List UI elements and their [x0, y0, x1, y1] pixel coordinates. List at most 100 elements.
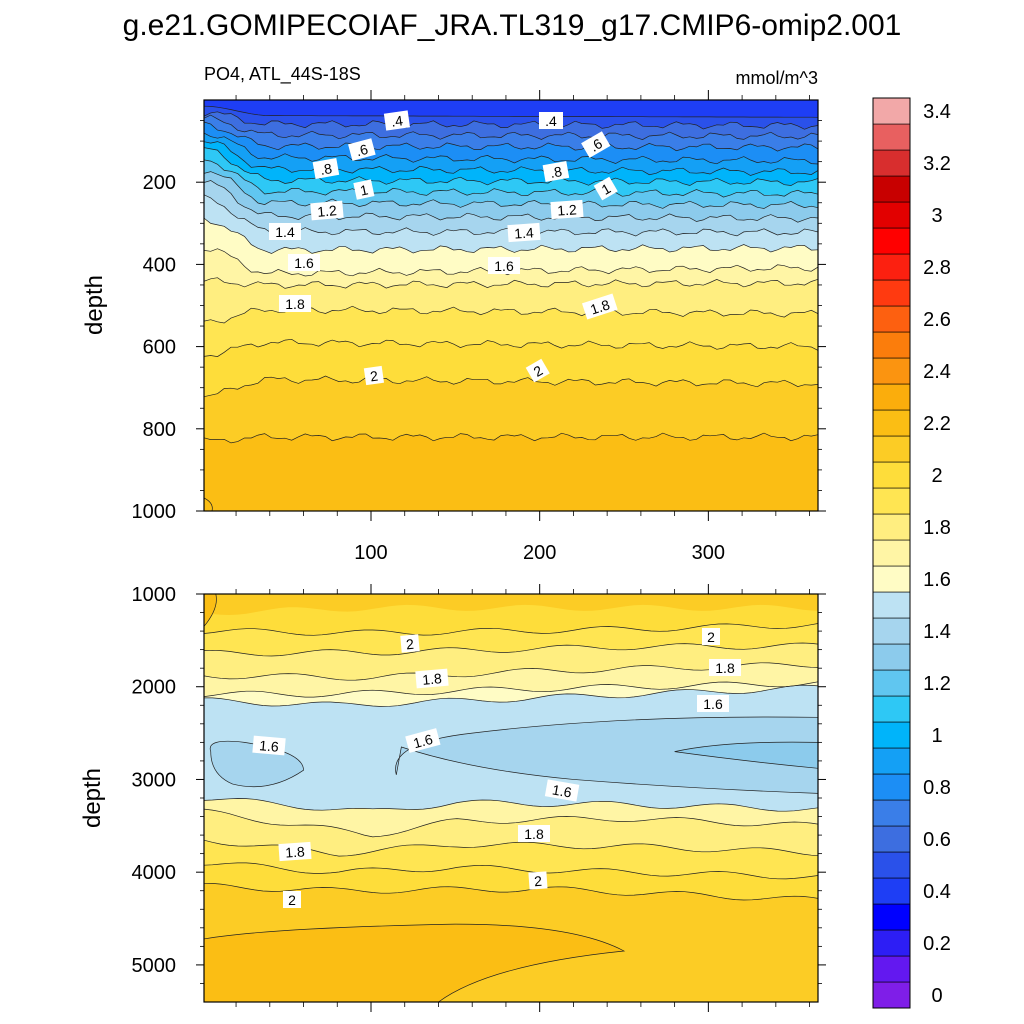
lower-contour-label-text: 1.8 — [422, 670, 443, 688]
colorbar-label: 1 — [931, 725, 942, 747]
colorbar-label: 0.6 — [923, 829, 951, 851]
upper-band — [204, 100, 818, 118]
lower-contour-label-box — [697, 695, 729, 712]
upper-contour-label-box — [542, 161, 570, 182]
upper-contour-label: 1 — [353, 179, 375, 200]
lower-contour-label-box — [400, 634, 420, 653]
colorbar-frame — [872, 97, 911, 1009]
colorbar-box — [872, 461, 911, 489]
upper-contour-label-box — [310, 200, 344, 221]
upper-contour-label: 1.4 — [269, 223, 301, 240]
upper-contour-label: 1.8 — [582, 293, 618, 320]
upper-x-tick-label: 300 — [692, 542, 725, 564]
colorbar-box — [872, 279, 911, 307]
colorbar-box — [872, 747, 911, 775]
upper-contour-label: .6 — [581, 131, 611, 158]
lower-contour-line — [204, 808, 818, 838]
lower-contour-label-text: 1.6 — [412, 731, 435, 752]
colorbar-box — [872, 201, 911, 229]
upper-contour-line — [204, 132, 818, 165]
colorbar-box — [872, 799, 911, 827]
upper-contour-label: 1.2 — [550, 199, 584, 220]
colorbar-label: 0.8 — [923, 777, 951, 799]
lower-contour-label-text: 2 — [405, 636, 414, 653]
colorbar-box — [872, 97, 911, 125]
upper-contour-lines — [204, 105, 818, 511]
colorbar-box — [872, 565, 911, 593]
lower-contour-label: 1.8 — [415, 668, 449, 689]
lower-contour-line — [204, 684, 818, 707]
colorbar-box — [872, 773, 911, 801]
lower-core-patch — [395, 716, 818, 794]
upper-contour-label: 2 — [525, 358, 550, 383]
colorbar-box — [872, 253, 911, 281]
colorbar-box — [872, 383, 911, 411]
upper-contour-labels: .4 .4 .6 .6 .8 .8 1 1 1.2 1.2 1.4 1.4 1.6 1.6 1.8 1.8 2 2 — [269, 110, 618, 386]
upper-y-tick-label: 600 — [143, 337, 176, 359]
upper-contour-label-text: 1.6 — [294, 255, 314, 271]
lower-contour-label: 1.6 — [697, 695, 729, 712]
upper-contour-label-text: .6 — [354, 141, 370, 160]
upper-contour-label-text: 1.6 — [494, 258, 514, 274]
upper-contour-label-box — [363, 365, 385, 386]
upper-y-tick-label: 800 — [143, 419, 176, 441]
lower-contour-label-box — [709, 659, 741, 676]
upper-contour-label-text: .8 — [319, 160, 333, 178]
colorbar-box — [872, 591, 911, 619]
colorbar-box — [872, 669, 911, 697]
lower-contour-label: 1.8 — [709, 659, 741, 676]
upper-contour-label-text: .8 — [549, 163, 563, 181]
lower-contour-label-text: 1.6 — [551, 781, 573, 800]
colorbar-label: 2.8 — [923, 257, 951, 279]
colorbar-label: 3.4 — [923, 101, 951, 123]
upper-y-tick-label: 200 — [143, 172, 176, 194]
colorbar-label: 0 — [931, 985, 942, 1007]
lower-contour-label-text: 1.8 — [524, 826, 544, 842]
lower-contour-label-text: 1.6 — [703, 696, 723, 712]
colorbar-box — [872, 331, 911, 359]
upper-contour-label: 1.6 — [488, 257, 520, 274]
upper-contour-line — [204, 105, 818, 118]
lower-y-tick-label: 4000 — [132, 862, 177, 884]
upper-contour-label-text: 1.4 — [514, 224, 535, 241]
colorbar-box — [872, 357, 911, 385]
upper-contour-label-box — [507, 222, 541, 243]
upper-contour-label-text: 1.8 — [285, 296, 305, 312]
upper-contour-label-text: 1.2 — [317, 202, 338, 220]
lower-contour-label: 2 — [528, 871, 548, 890]
lower-core-patch — [674, 741, 818, 769]
colorbar-box — [872, 695, 911, 723]
upper-contour-line — [204, 111, 818, 130]
upper-axis-ticks: 200 400 600 800 1000 100 200 300 — [132, 90, 826, 564]
figure-title: g.e21.GOMIPECOIAF_JRA.TL319_g17.CMIP6-om… — [123, 9, 902, 42]
colorbar-label: 0.4 — [923, 881, 951, 903]
lower-contour-label-box — [278, 841, 312, 862]
upper-contour-line — [204, 171, 818, 209]
colorbar-label: 1.4 — [923, 621, 951, 643]
upper-y-tick-label: 1000 — [132, 501, 177, 523]
upper-contour-label: 2 — [363, 365, 385, 386]
colorbar-box — [872, 123, 911, 151]
upper-contour-label-text: 2 — [369, 368, 379, 385]
upper-left-string: PO4, ATL_44S-18S — [204, 64, 361, 85]
lower-y-tick-label: 2000 — [132, 677, 177, 699]
colorbar: 0 0.2 0.4 0.6 0.8 1 1.2 1.4 1.6 1.8 2 2.2 2.4 2.6 2.8 3… — [872, 97, 951, 1009]
lower-contour-lines — [204, 594, 818, 1002]
lower-contour-label-text: 2 — [288, 892, 296, 908]
lower-contour-label: 2 — [283, 891, 301, 908]
colorbar-box — [872, 981, 911, 1009]
colorbar-box — [872, 617, 911, 645]
lower-contour-label-box — [528, 871, 548, 890]
lower-deep-patch — [204, 923, 626, 1002]
upper-contour-label: .4 — [539, 112, 563, 129]
colorbar-box — [872, 903, 911, 931]
colorbar-box — [872, 175, 911, 203]
upper-contour-label: 1.4 — [507, 222, 541, 243]
upper-contour-label-box — [348, 138, 376, 161]
colorbar-label: 3 — [931, 205, 942, 227]
lower-contour-label-text: 2 — [707, 629, 715, 645]
lower-contour-label-text: 1.8 — [285, 843, 306, 860]
upper-contour-label: 1.6 — [288, 254, 320, 271]
